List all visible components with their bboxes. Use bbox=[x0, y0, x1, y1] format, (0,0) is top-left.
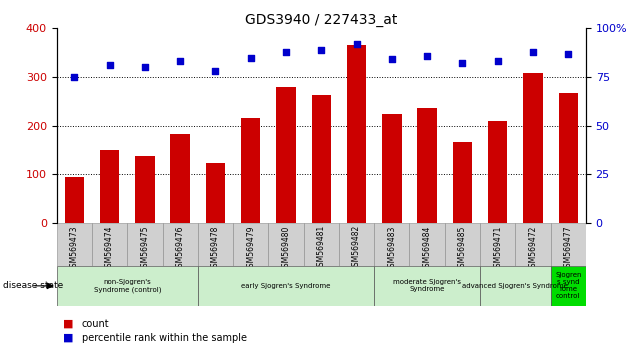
Point bbox=[316, 47, 326, 52]
Text: GSM569474: GSM569474 bbox=[105, 225, 114, 272]
Text: non-Sjogren's
Syndrome (control): non-Sjogren's Syndrome (control) bbox=[93, 279, 161, 293]
Point bbox=[140, 64, 150, 70]
Bar bbox=[198, 223, 233, 266]
Text: disease state: disease state bbox=[3, 281, 64, 290]
Point bbox=[528, 49, 538, 55]
Bar bbox=[100, 150, 119, 223]
Bar bbox=[559, 93, 578, 223]
Text: GSM569477: GSM569477 bbox=[564, 225, 573, 272]
Bar bbox=[480, 266, 551, 306]
Point bbox=[246, 55, 256, 60]
Bar bbox=[312, 95, 331, 223]
Bar bbox=[551, 266, 586, 306]
Bar bbox=[445, 223, 480, 266]
Point bbox=[352, 41, 362, 47]
Bar bbox=[480, 223, 515, 266]
Text: GSM569482: GSM569482 bbox=[352, 225, 361, 272]
Bar bbox=[551, 223, 586, 266]
Bar bbox=[453, 142, 472, 223]
Text: GSM569484: GSM569484 bbox=[423, 225, 432, 272]
Bar bbox=[198, 266, 374, 306]
Point bbox=[175, 58, 185, 64]
Text: GSM569472: GSM569472 bbox=[529, 225, 537, 272]
Bar bbox=[524, 73, 542, 223]
Text: percentile rank within the sample: percentile rank within the sample bbox=[82, 333, 247, 343]
Bar bbox=[65, 177, 84, 223]
Bar bbox=[92, 223, 127, 266]
Point bbox=[387, 57, 397, 62]
Bar bbox=[206, 163, 225, 223]
Bar bbox=[135, 156, 154, 223]
Text: moderate Sjogren's
Syndrome: moderate Sjogren's Syndrome bbox=[393, 279, 461, 292]
Bar bbox=[488, 121, 507, 223]
Bar bbox=[57, 266, 198, 306]
Point bbox=[281, 49, 291, 55]
Bar bbox=[515, 223, 551, 266]
Point bbox=[105, 62, 115, 68]
Text: GSM569479: GSM569479 bbox=[246, 225, 255, 272]
Bar bbox=[233, 223, 268, 266]
Text: GSM569471: GSM569471 bbox=[493, 225, 502, 272]
Point bbox=[69, 74, 79, 80]
Text: ■: ■ bbox=[63, 333, 74, 343]
Point bbox=[493, 58, 503, 64]
Text: ■: ■ bbox=[63, 319, 74, 329]
Title: GDS3940 / 227433_at: GDS3940 / 227433_at bbox=[245, 13, 398, 27]
Bar bbox=[241, 118, 260, 223]
Bar bbox=[171, 135, 190, 223]
Text: GSM569480: GSM569480 bbox=[282, 225, 290, 272]
Text: GSM569475: GSM569475 bbox=[140, 225, 149, 272]
Bar bbox=[163, 223, 198, 266]
Text: count: count bbox=[82, 319, 110, 329]
Text: Sjogren
s synd
rome
control: Sjogren s synd rome control bbox=[555, 272, 581, 299]
Bar bbox=[374, 266, 480, 306]
Text: advanced Sjogren's Syndrome: advanced Sjogren's Syndrome bbox=[462, 283, 568, 289]
Text: GSM569473: GSM569473 bbox=[70, 225, 79, 272]
Text: GSM569476: GSM569476 bbox=[176, 225, 185, 272]
Bar bbox=[347, 45, 366, 223]
Bar bbox=[127, 223, 163, 266]
Text: early Sjogren's Syndrome: early Sjogren's Syndrome bbox=[241, 283, 331, 289]
Text: GSM569478: GSM569478 bbox=[211, 225, 220, 272]
Point bbox=[210, 68, 220, 74]
Text: GSM569483: GSM569483 bbox=[387, 225, 396, 272]
Bar bbox=[382, 114, 401, 223]
Bar bbox=[410, 223, 445, 266]
Bar bbox=[339, 223, 374, 266]
Text: GSM569481: GSM569481 bbox=[317, 225, 326, 272]
Bar bbox=[277, 87, 295, 223]
Point bbox=[422, 53, 432, 58]
Bar bbox=[57, 223, 92, 266]
Bar bbox=[268, 223, 304, 266]
Point bbox=[563, 51, 573, 56]
Bar bbox=[374, 223, 410, 266]
Text: GSM569485: GSM569485 bbox=[458, 225, 467, 272]
Bar bbox=[418, 108, 437, 223]
Bar bbox=[304, 223, 339, 266]
Point bbox=[457, 61, 467, 66]
